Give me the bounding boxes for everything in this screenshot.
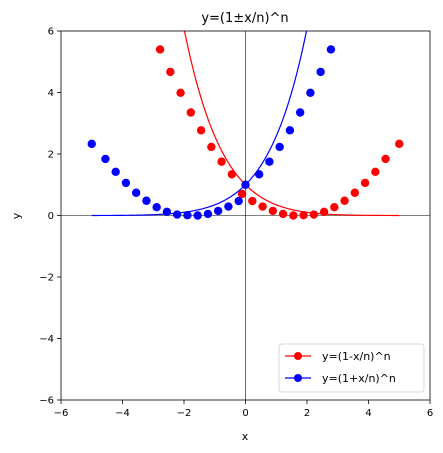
data-point — [203, 209, 213, 219]
x-tick-label: 0 — [242, 408, 248, 419]
y-tick-label: 0 — [48, 211, 54, 222]
series-2 — [87, 31, 336, 220]
x-tick-label: 2 — [304, 408, 310, 419]
data-point — [224, 202, 233, 211]
data-point — [152, 202, 161, 212]
x-tick-label: −6 — [54, 408, 69, 419]
data-point — [258, 202, 267, 211]
data-point — [101, 154, 110, 164]
data-point — [289, 211, 298, 220]
data-point — [131, 188, 141, 197]
legend: y=(1-x/n)^n y=(1+x/n)^n — [278, 343, 425, 393]
data-point — [350, 188, 360, 197]
data-point — [248, 196, 257, 206]
y-tick-label: −4 — [39, 334, 54, 345]
data-point — [319, 207, 329, 217]
data-point — [275, 142, 284, 152]
y-axis-label: y — [10, 212, 23, 219]
series-line — [91, 31, 308, 217]
data-point — [395, 139, 404, 149]
data-point — [87, 139, 96, 149]
x-tick-label: −4 — [115, 408, 130, 419]
x-ticks: −6 −4 −2 0 2 4 6 — [54, 400, 433, 419]
legend-marker-red — [294, 352, 302, 360]
data-point — [371, 167, 380, 177]
data-point — [227, 170, 237, 179]
data-point — [121, 178, 131, 188]
data-point — [183, 210, 192, 220]
y-tick-label: −2 — [39, 273, 54, 284]
data-point — [268, 206, 278, 216]
data-point — [316, 67, 325, 77]
series-1 — [155, 31, 404, 220]
legend-box — [278, 343, 425, 393]
x-tick-label: 4 — [365, 408, 371, 419]
series-layer — [87, 31, 404, 220]
x-axis-label: x — [242, 430, 249, 443]
data-point — [237, 189, 247, 199]
data-point — [254, 170, 264, 179]
data-point — [295, 108, 305, 117]
y-ticks: −6 −4 −2 0 2 4 6 — [39, 27, 61, 407]
data-point — [326, 45, 336, 54]
data-point — [162, 207, 172, 217]
y-tick-label: 2 — [48, 150, 54, 161]
chart-title: y=(1±x/n)^n — [201, 11, 288, 26]
data-point — [155, 45, 165, 54]
data-point — [207, 142, 216, 152]
x-tick-label: −2 — [177, 408, 192, 419]
data-point — [172, 210, 182, 219]
data-point — [340, 196, 349, 205]
data-point — [111, 167, 120, 177]
y-tick-label: −6 — [39, 396, 54, 407]
data-point — [234, 196, 243, 206]
data-point — [213, 206, 223, 216]
data-point — [193, 211, 202, 220]
data-point — [166, 67, 175, 77]
legend-marker-blue — [294, 374, 302, 382]
data-point — [186, 108, 196, 117]
data-point — [241, 180, 250, 189]
legend-label-blue: y=(1+x/n)^n — [322, 372, 396, 385]
data-point — [309, 210, 319, 219]
data-point — [360, 178, 370, 188]
data-point — [278, 209, 288, 219]
data-point — [306, 88, 315, 98]
data-point — [265, 157, 274, 166]
data-point — [299, 210, 308, 220]
data-point — [285, 126, 295, 135]
series-line — [183, 31, 400, 217]
x-tick-label: 6 — [427, 408, 433, 419]
y-tick-label: 4 — [48, 88, 54, 99]
data-point — [176, 88, 185, 98]
data-point — [330, 202, 339, 212]
y-tick-label: 6 — [48, 27, 54, 38]
legend-label-red: y=(1-x/n)^n — [322, 350, 391, 363]
data-point — [196, 126, 206, 135]
data-point — [142, 196, 151, 205]
data-point — [217, 157, 226, 166]
data-point — [381, 154, 390, 164]
